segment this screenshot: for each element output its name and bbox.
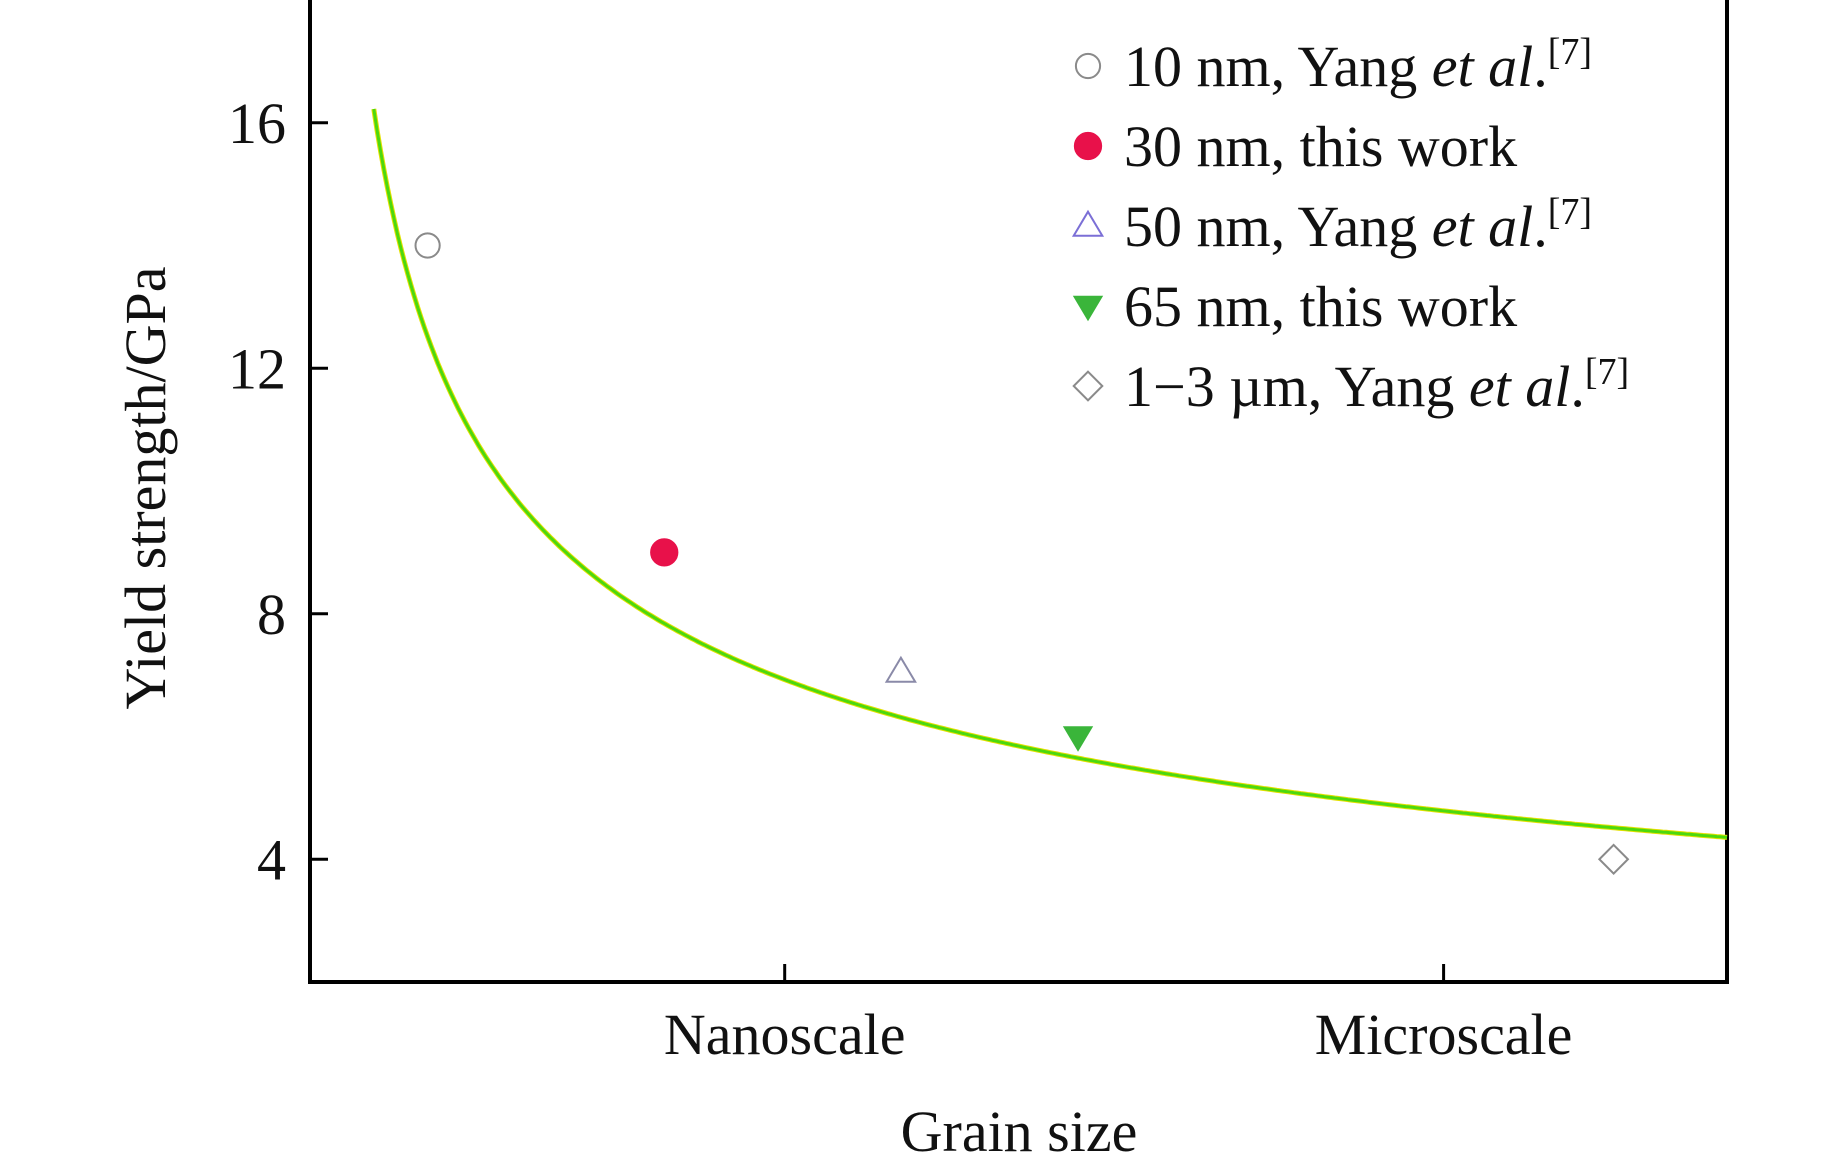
legend-marker-4 [1072, 295, 1104, 322]
data-point-2 [650, 538, 679, 567]
y-axis-ticks: 4 8 12 16 [228, 91, 328, 892]
data-point-3 [884, 655, 917, 683]
legend-marker-5 [1072, 370, 1104, 402]
y-tick-label: 8 [257, 582, 286, 647]
legend-marker-1 [1074, 52, 1102, 80]
y-axis-label: Yield strength/GPa [113, 266, 178, 709]
y-tick-label: 4 [257, 827, 286, 892]
x-tick-label: Microscale [1315, 1002, 1573, 1067]
legend-label-1: 10 nm, Yang et al.[7] [1124, 31, 1592, 99]
x-tick-label: Nanoscale [664, 1002, 906, 1067]
legend-entry-4: 65 nm, this work [1072, 274, 1517, 339]
plot-frame [308, 0, 1729, 984]
legend-label-3: 50 nm, Yang et al.[7] [1124, 191, 1592, 259]
y-tick-label: 12 [228, 336, 286, 401]
data-point-4 [1062, 726, 1094, 752]
fit-curve [372, 108, 1728, 839]
fit-curve-group [371, 108, 1728, 840]
legend-marker-3 [1071, 209, 1105, 237]
legend-entry-5: 1−3 µm, Yang et al.[7] [1072, 351, 1629, 419]
legend-entry-1: 10 nm, Yang et al.[7] [1074, 31, 1592, 99]
y-tick-label: 16 [228, 91, 286, 156]
legend-label-5: 1−3 µm, Yang et al.[7] [1124, 351, 1629, 419]
legend-label-4: 65 nm, this work [1124, 274, 1517, 339]
legend: 10 nm, Yang et al.[7] 30 nm, this work 50 … [1071, 31, 1629, 419]
legend-marker-2 [1073, 131, 1103, 161]
legend-label-2: 30 nm, this work [1124, 114, 1517, 179]
plot-frame-group [308, 0, 1729, 984]
legend-entry-3: 50 nm, Yang et al.[7] [1071, 191, 1592, 259]
legend-entry-2: 30 nm, this work [1073, 114, 1517, 179]
x-axis-label: Grain size [901, 1099, 1138, 1164]
data-point-5 [1597, 843, 1630, 875]
data-points [414, 232, 1630, 875]
data-point-1 [414, 232, 441, 259]
x-axis-ticks: Nanoscale Microscale [664, 964, 1573, 1067]
